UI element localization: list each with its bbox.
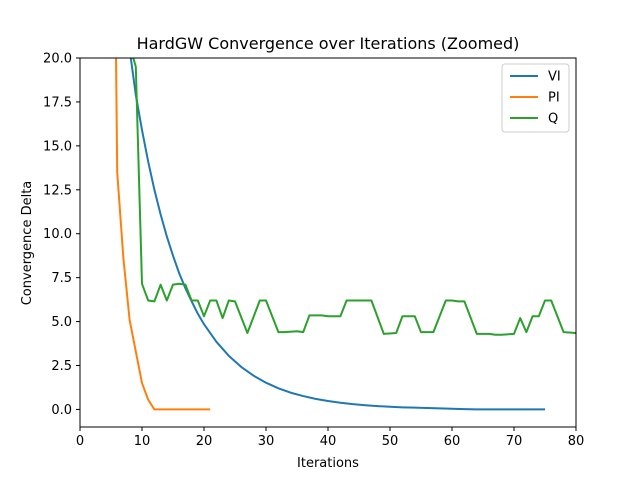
x-tick-label: 30 bbox=[258, 434, 275, 449]
x-tick-label: 60 bbox=[444, 434, 461, 449]
x-tick-label: 50 bbox=[382, 434, 399, 449]
y-axis-label: Convergence Delta bbox=[20, 181, 35, 306]
chart-title: HardGW Convergence over Iterations (Zoom… bbox=[137, 34, 520, 53]
x-tick-label: 0 bbox=[76, 434, 84, 449]
series-lines bbox=[115, 58, 576, 411]
y-tick-label: 12.5 bbox=[43, 183, 72, 198]
y-tick-label: 10.0 bbox=[43, 227, 72, 242]
x-tick-label: 10 bbox=[134, 434, 151, 449]
y-tick-label: 15.0 bbox=[43, 139, 72, 154]
plot-border bbox=[79, 57, 577, 428]
y-tick-label: 0.0 bbox=[51, 403, 72, 418]
y-tick-label: 20.0 bbox=[43, 52, 72, 67]
x-axis-label: Iterations bbox=[297, 456, 359, 471]
legend-label-q: Q bbox=[548, 112, 558, 127]
series-line-pi bbox=[115, 58, 211, 411]
x-tick-label: 40 bbox=[320, 434, 337, 449]
y-tick-label: 17.5 bbox=[43, 95, 72, 110]
x-tick-label: 20 bbox=[196, 434, 213, 449]
legend: VI PI Q bbox=[501, 63, 570, 133]
legend-label-vi: VI bbox=[548, 70, 561, 85]
plot-frame bbox=[79, 57, 577, 428]
axis-ticks: 0 10 20 30 40 50 60 70 80 0.0 2.5 5.0 7.5 10.0 12.5 15.… bbox=[43, 52, 584, 450]
legend-label-pi: PI bbox=[548, 91, 560, 106]
series-line-q bbox=[132, 58, 576, 336]
y-tick-label: 5.0 bbox=[51, 315, 72, 330]
x-tick-label: 70 bbox=[506, 434, 523, 449]
y-tick-label: 7.5 bbox=[51, 271, 72, 286]
x-tick-label: 80 bbox=[568, 434, 585, 449]
y-tick-label: 2.5 bbox=[51, 359, 72, 374]
series-line-vi bbox=[129, 58, 545, 411]
